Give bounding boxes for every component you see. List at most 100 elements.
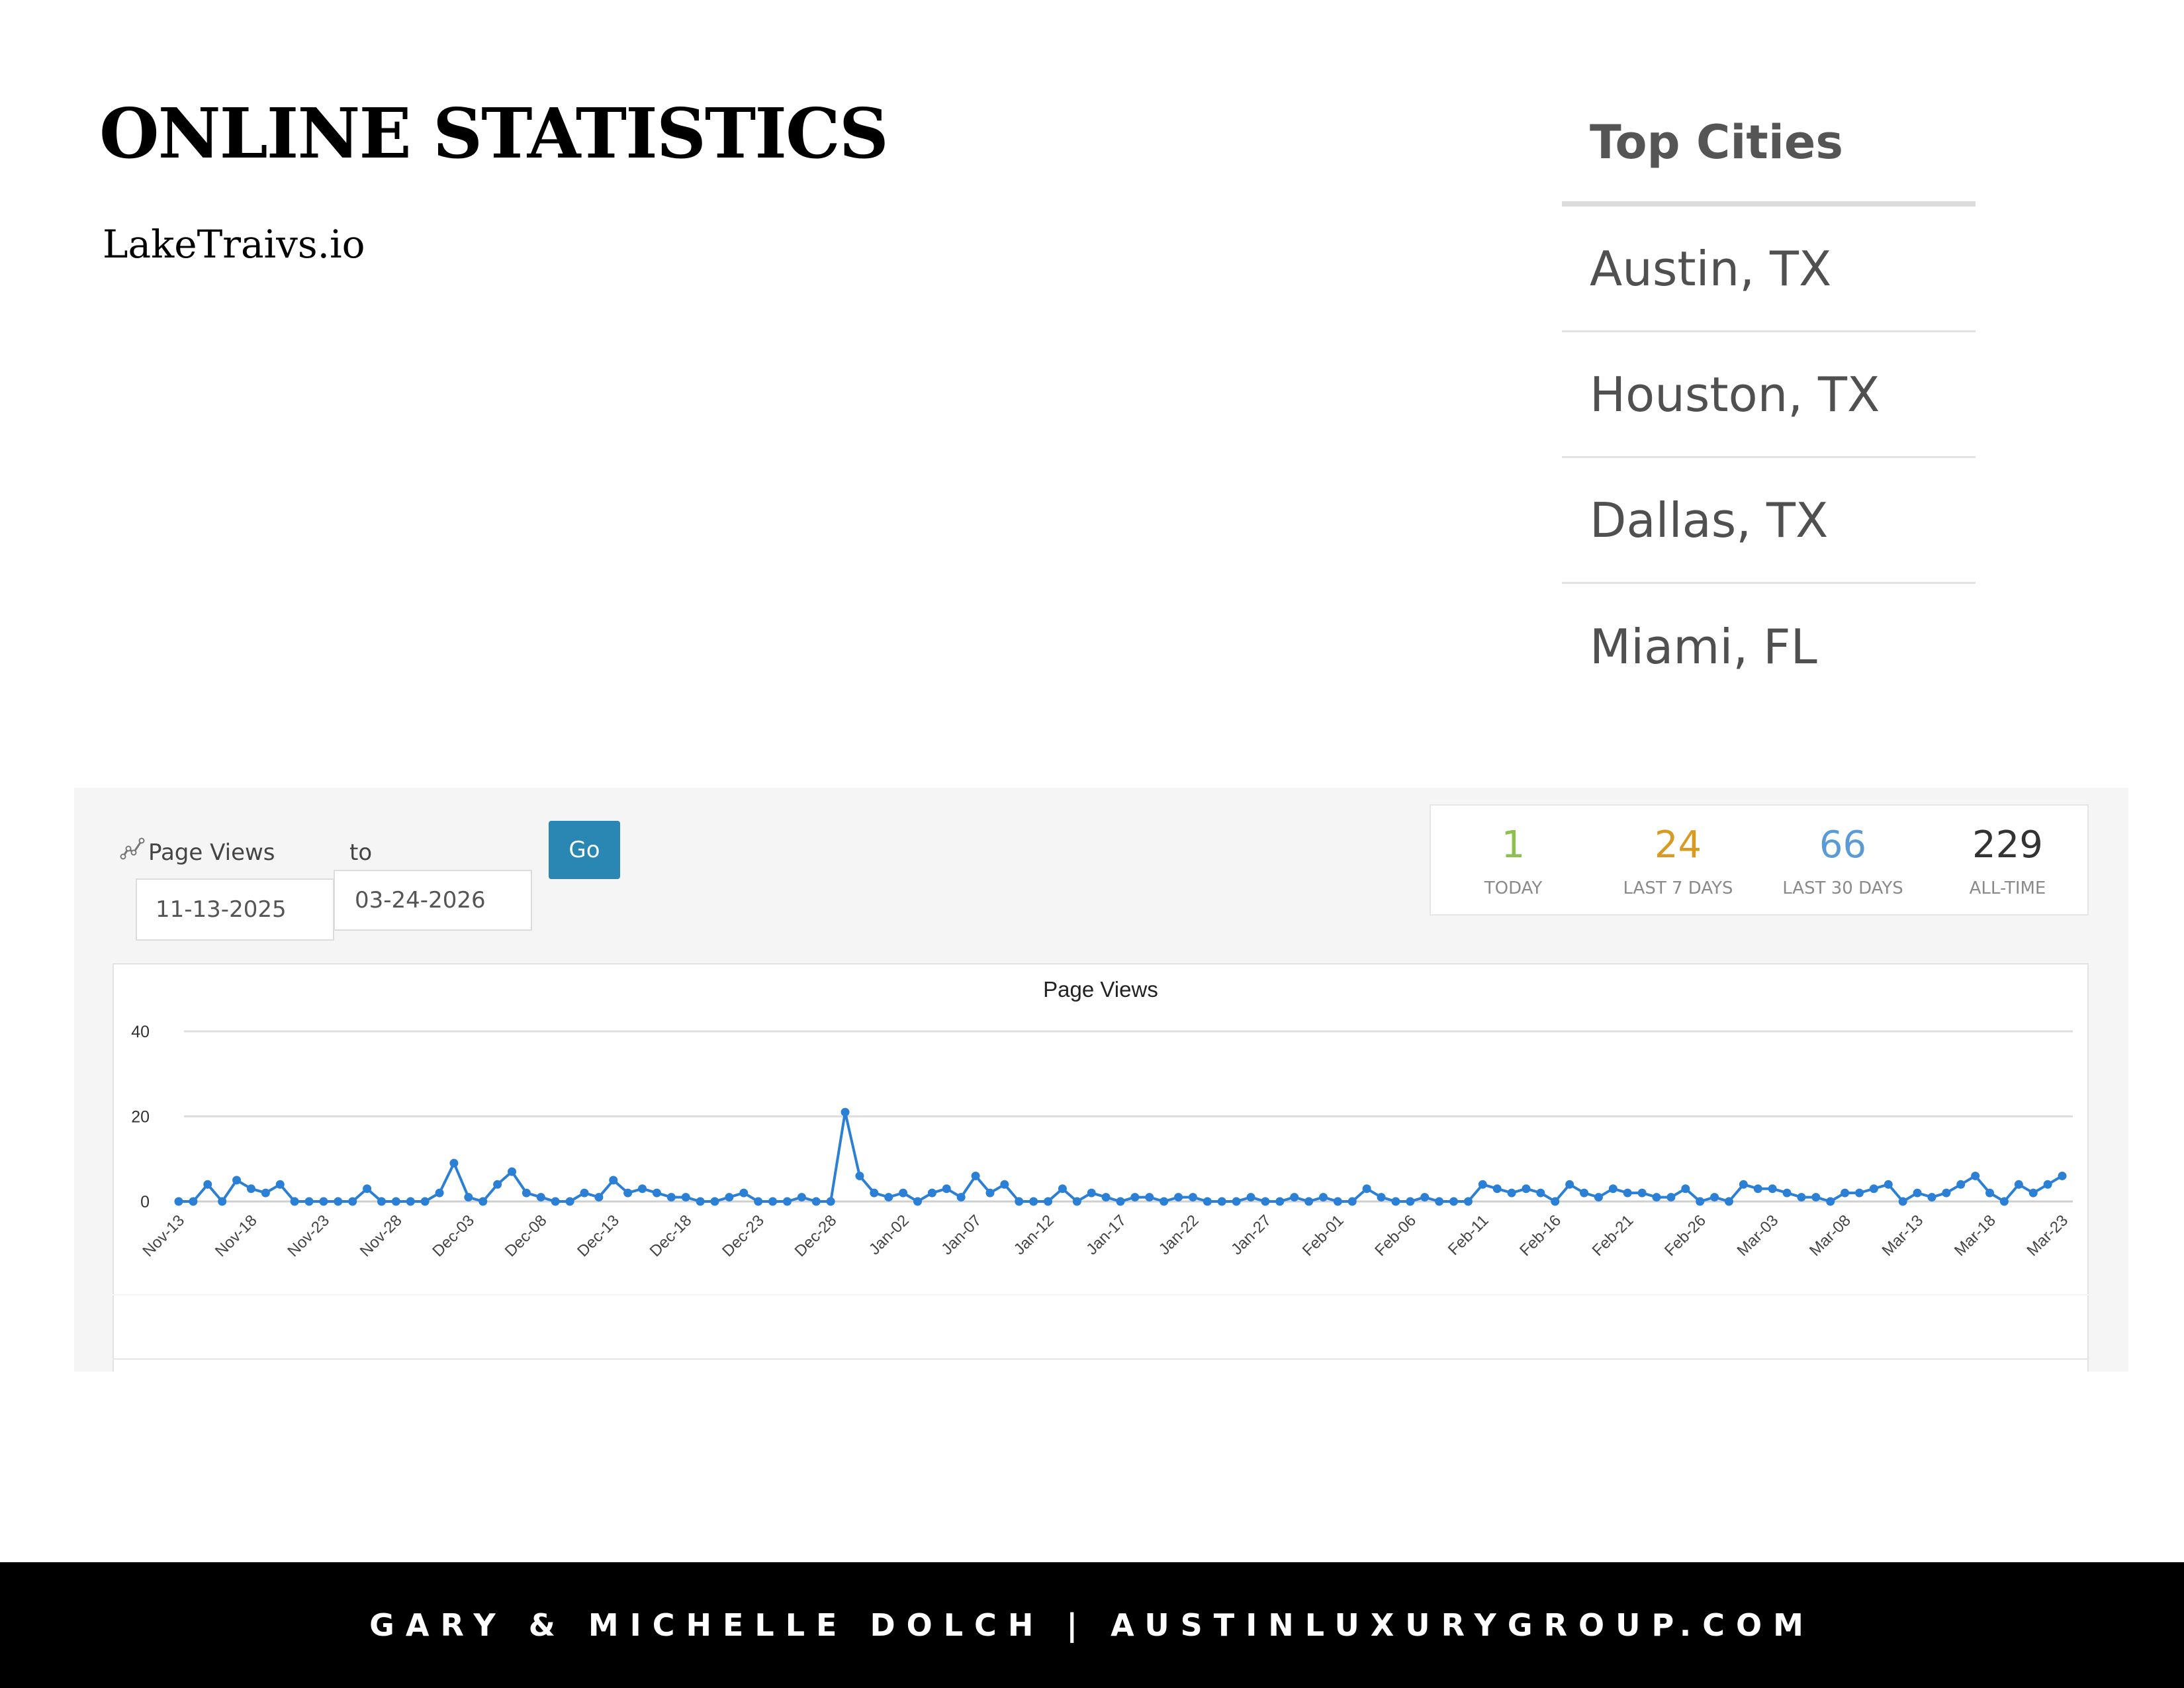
data-point (1420, 1193, 1430, 1202)
stat-value: 66 (1819, 823, 1867, 867)
stat-last-7-days: 24 LAST 7 DAYS (1596, 806, 1760, 917)
data-point (261, 1188, 270, 1197)
chart-divider (113, 1294, 2089, 1295)
data-point (1710, 1193, 1719, 1202)
data-point (1869, 1184, 1878, 1194)
data-point (1188, 1193, 1197, 1202)
chart-bottom-border (113, 1358, 2089, 1360)
data-point (420, 1197, 430, 1206)
data-point (1333, 1197, 1342, 1206)
to-label: to (349, 839, 373, 866)
data-point (623, 1188, 633, 1197)
data-point (1478, 1180, 1487, 1189)
data-point (1174, 1193, 1183, 1202)
data-point (696, 1197, 705, 1206)
data-point (1116, 1197, 1125, 1206)
data-point (1782, 1188, 1792, 1197)
data-point (522, 1188, 531, 1197)
data-point (1000, 1180, 1009, 1189)
data-point (319, 1197, 328, 1206)
data-point (1724, 1197, 1733, 1206)
stat-label: ALL-TIME (1969, 878, 2046, 898)
x-tick-label: Feb-26 (1661, 1211, 1709, 1260)
end-date-input[interactable]: 03-24-2026 (334, 870, 532, 931)
go-button[interactable]: Go (549, 821, 620, 879)
data-point (811, 1197, 821, 1206)
x-tick-label: Nov-13 (139, 1211, 188, 1260)
data-point (1507, 1188, 1516, 1197)
x-tick-label: Jan-17 (1083, 1211, 1130, 1258)
data-point (1101, 1193, 1111, 1202)
data-point (1087, 1188, 1096, 1197)
stat-label: TODAY (1484, 878, 1543, 898)
data-point (478, 1197, 488, 1206)
data-point (913, 1197, 923, 1206)
data-point (2043, 1180, 2052, 1189)
data-point (782, 1197, 792, 1206)
data-point (1463, 1197, 1473, 1206)
data-point (942, 1184, 951, 1194)
x-tick-label: Feb-06 (1371, 1211, 1420, 1260)
data-point (536, 1193, 545, 1202)
data-point (565, 1197, 574, 1206)
data-point (1261, 1197, 1270, 1206)
x-tick-label: Dec-23 (719, 1211, 768, 1260)
data-point (1971, 1171, 1980, 1180)
data-point (1913, 1188, 1922, 1197)
x-tick-label: Jan-12 (1011, 1211, 1058, 1258)
data-point (1956, 1180, 1966, 1189)
data-point (464, 1193, 473, 1202)
data-point (1652, 1193, 1661, 1202)
stat-today: 1 TODAY (1431, 806, 1596, 917)
x-tick-label: Jan-22 (1156, 1211, 1203, 1258)
x-tick-label: Feb-21 (1589, 1211, 1637, 1260)
data-point (1203, 1197, 1212, 1206)
data-point (2058, 1171, 2067, 1180)
stat-value: 24 (1654, 823, 1702, 867)
data-point (1594, 1193, 1603, 1202)
x-tick-label: Mar-13 (1878, 1211, 1927, 1260)
data-point (1044, 1197, 1053, 1206)
y-axis-labels: 0 20 40 (131, 1023, 150, 1211)
data-point (1290, 1193, 1299, 1202)
data-point (1536, 1188, 1545, 1197)
line-chart-icon (120, 837, 145, 860)
chart-title: Page Views (1043, 977, 1158, 1002)
data-point (841, 1107, 850, 1117)
data-point (1232, 1197, 1241, 1206)
data-point (1551, 1197, 1560, 1206)
stat-all-time: 229 ALL-TIME (1925, 806, 2090, 917)
data-point (1797, 1193, 1806, 1202)
start-date-input[interactable]: 11-13-2025 (136, 878, 334, 941)
data-point (725, 1193, 734, 1202)
data-point (1841, 1188, 1850, 1197)
data-point (1145, 1193, 1154, 1202)
data-point (203, 1180, 212, 1189)
data-point (1753, 1184, 1762, 1194)
data-point (391, 1197, 400, 1206)
data-point (1492, 1184, 1502, 1194)
x-tick-label: Dec-18 (647, 1211, 696, 1260)
data-point (1217, 1197, 1226, 1206)
data-point (797, 1193, 806, 1202)
data-point (884, 1193, 893, 1202)
footer-text: GARY & MICHELLE DOLCH | AUSTINLUXURYGROU… (369, 1607, 1815, 1643)
city-row: Dallas, TX (1562, 458, 1976, 584)
data-point (826, 1197, 835, 1206)
data-point (768, 1197, 778, 1206)
x-tick-label: Nov-28 (357, 1211, 406, 1260)
data-point (1884, 1180, 1893, 1189)
data-point (1637, 1188, 1647, 1197)
city-row: Austin, TX (1562, 207, 1976, 332)
data-point (1855, 1188, 1864, 1197)
stat-label: LAST 7 DAYS (1623, 878, 1733, 898)
data-point (551, 1197, 560, 1206)
data-point (1942, 1188, 1951, 1197)
series-line (179, 1111, 2064, 1203)
data-point (275, 1180, 285, 1189)
data-point (1130, 1193, 1140, 1202)
y-tick-label: 20 (131, 1108, 150, 1127)
page-title: ONLINE STATISTICS (99, 93, 889, 174)
x-tick-label: Feb-11 (1445, 1211, 1492, 1259)
chart-grid (184, 1030, 2073, 1203)
